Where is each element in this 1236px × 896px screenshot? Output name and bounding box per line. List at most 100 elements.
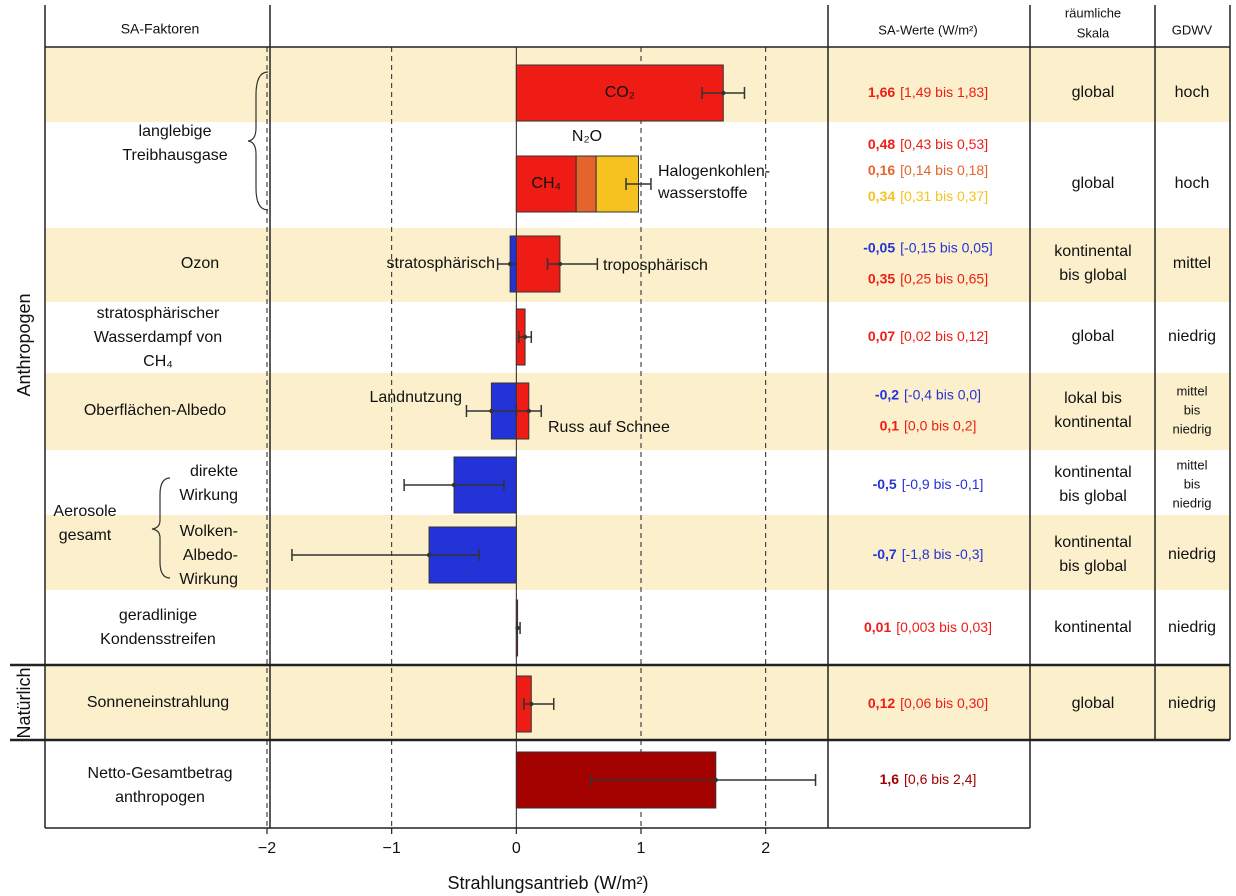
bar-label: wasserstoffe xyxy=(657,185,748,202)
range-label: [0,25 bis 0,65] xyxy=(900,270,988,286)
error-center xyxy=(489,408,494,414)
factor-label: geradlinige xyxy=(119,607,197,624)
range-label: [0,43 bis 0,53] xyxy=(900,136,988,152)
value-text: 0,35 [0,25 bis 0,65] xyxy=(868,270,988,286)
confidence-label: mittel xyxy=(1176,457,1207,472)
value-label: 0,07 xyxy=(868,328,895,344)
value-text: -0,7 [-1,8 bis -0,3] xyxy=(873,546,984,562)
bar-label: troposphärisch xyxy=(603,257,708,274)
scale-label: bis global xyxy=(1059,267,1127,284)
range-label: [0,003 bis 0,03] xyxy=(896,619,992,635)
factor-label: Oberflächen-Albedo xyxy=(84,402,226,419)
value-label: 1,6 xyxy=(880,771,900,787)
range-label: [0,02 bis 0,12] xyxy=(900,328,988,344)
x-tick-label: 1 xyxy=(637,840,646,857)
factor-label: Netto-Gesamtbetrag xyxy=(88,765,233,782)
row-background xyxy=(45,515,1230,590)
factor-label: Albedo- xyxy=(183,547,238,564)
value-label: -0,5 xyxy=(873,476,897,492)
brace xyxy=(151,477,171,579)
value-label: 1,66 xyxy=(868,84,895,100)
confidence-label: bis xyxy=(1184,476,1201,491)
error-center xyxy=(526,408,531,414)
scale-label: global xyxy=(1072,84,1115,101)
factor-label: langlebige xyxy=(139,123,212,140)
value-text: 0,16 [0,14 bis 0,18] xyxy=(868,162,988,178)
bar xyxy=(515,64,724,122)
error-center xyxy=(557,261,563,267)
range-label: [0,0 bis 0,2] xyxy=(904,417,976,433)
value-label: -0,7 xyxy=(873,546,897,562)
range-label: [0,31 bis 0,37] xyxy=(900,188,988,204)
confidence-label: niedrig xyxy=(1168,619,1216,636)
confidence-label: hoch xyxy=(1175,84,1210,101)
error-center xyxy=(713,777,718,783)
confidence-label: niedrig xyxy=(1168,546,1216,563)
factor-label: Treibhausgase xyxy=(122,147,227,164)
error-center xyxy=(426,552,432,558)
value-text: 0,34 [0,31 bis 0,37] xyxy=(868,188,988,204)
confidence-label: mittel xyxy=(1173,255,1211,272)
range-label: [0,06 bis 0,30] xyxy=(900,695,988,711)
bar-label: CH₄ xyxy=(531,175,561,192)
error-center xyxy=(721,90,726,96)
factor-label: gesamt xyxy=(59,527,112,544)
value-label: 0,35 xyxy=(868,270,895,286)
bar-label: Russ auf Schnee xyxy=(548,419,670,436)
value-text: -0,5 [-0,9 bis -0,1] xyxy=(873,476,984,492)
brace xyxy=(247,71,269,211)
range-label: [0,6 bis 2,4] xyxy=(904,771,976,787)
scale-label: global xyxy=(1072,175,1115,192)
value-label: 0,34 xyxy=(868,188,895,204)
scale-label: bis global xyxy=(1059,558,1127,575)
error-center xyxy=(522,334,528,340)
scale-label: kontinental xyxy=(1054,414,1131,431)
confidence-label: niedrig xyxy=(1172,495,1211,510)
factor-label: Wasserdampf von xyxy=(94,329,222,346)
error-center xyxy=(507,261,513,267)
value-text: 1,66 [1,49 bis 1,83] xyxy=(868,84,988,100)
value-label: 0,1 xyxy=(880,417,900,433)
value-text: 0,01 [0,003 bis 0,03] xyxy=(864,619,992,635)
error-center xyxy=(451,482,457,488)
value-label: -0,2 xyxy=(875,386,899,402)
x-tick-label: 0 xyxy=(512,840,521,857)
bar-label: Halogenkohlen- xyxy=(658,163,770,180)
x-tick-label: −1 xyxy=(383,840,401,857)
table-borders xyxy=(10,5,1231,829)
value-label: -0,05 xyxy=(863,239,895,255)
scale-label: bis global xyxy=(1059,488,1127,505)
value-text: -0,05 [-0,15 bis 0,05] xyxy=(863,239,993,255)
range-label: [1,49 bis 1,83] xyxy=(900,84,988,100)
group-label: Anthropogen xyxy=(14,293,34,396)
x-tick-label: −2 xyxy=(258,840,276,857)
column-header: räumliche xyxy=(1065,5,1121,20)
scale-label: kontinental xyxy=(1054,464,1131,481)
value-label: 0,12 xyxy=(868,695,895,711)
bar-label: stratosphärisch xyxy=(387,255,496,272)
value-text: 0,1 [0,0 bis 0,2] xyxy=(880,417,977,433)
scale-label: global xyxy=(1072,328,1115,345)
confidence-label: niedrig xyxy=(1172,421,1211,436)
confidence-label: niedrig xyxy=(1168,328,1216,345)
value-text: 0,12 [0,06 bis 0,30] xyxy=(868,695,988,711)
confidence-label: niedrig xyxy=(1168,695,1216,712)
bar xyxy=(575,155,597,213)
column-header: GDWV xyxy=(1172,22,1213,37)
range-label: [-0,15 bis 0,05] xyxy=(900,239,993,255)
x-tick-label: 2 xyxy=(761,840,770,857)
value-label: 0,01 xyxy=(864,619,891,635)
confidence-label: bis xyxy=(1184,402,1201,417)
value-label: 0,16 xyxy=(868,162,895,178)
bar-label: Landnutzung xyxy=(369,389,462,406)
factor-label: Sonneneinstrahlung xyxy=(87,694,229,711)
scale-label: global xyxy=(1072,695,1115,712)
factor-label: CH₄ xyxy=(143,353,173,370)
factor-label: Wolken- xyxy=(180,523,238,540)
range-label: [-0,9 bis -0,1] xyxy=(902,476,984,492)
factor-label: anthropogen xyxy=(115,789,205,806)
group-label: Natürlich xyxy=(14,667,34,738)
range-label: [-0,4 bis 0,0] xyxy=(904,386,981,402)
value-text: 0,48 [0,43 bis 0,53] xyxy=(868,136,988,152)
